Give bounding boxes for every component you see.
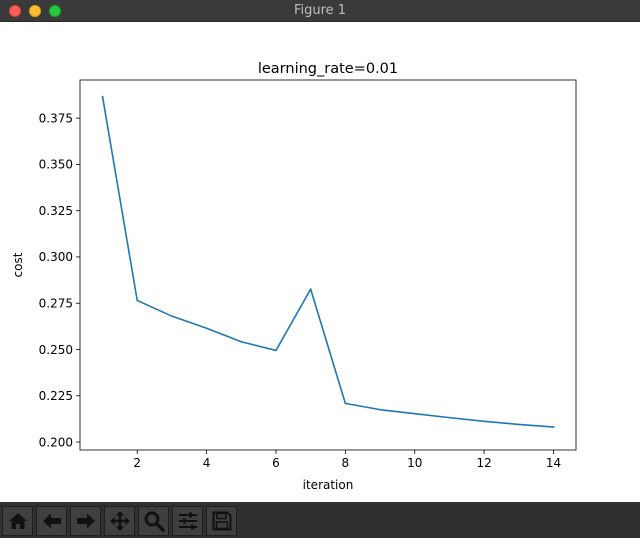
back-button[interactable] [36, 506, 67, 536]
window-titlebar: Figure 1 [0, 0, 640, 22]
zoom-button[interactable] [138, 506, 169, 536]
y-tick-label: 0.375 [39, 111, 73, 125]
y-tick-label: 0.300 [39, 250, 73, 264]
y-tick-label: 0.225 [39, 389, 73, 403]
y-axis-label: cost [11, 252, 25, 277]
x-axis-label: iteration [303, 478, 354, 492]
y-tick-label: 0.350 [39, 158, 73, 172]
x-tick-label: 12 [476, 456, 491, 470]
matplotlib-toolbar [0, 502, 640, 538]
window-title: Figure 1 [293, 3, 347, 18]
plot-area [80, 80, 576, 450]
figure-canvas: 2 4 6 8 10 12 14 0.200 0.225 0.250 0.275 0.300 0.325… [0, 22, 640, 502]
close-window-button[interactable] [9, 5, 21, 17]
pan-button[interactable] [104, 506, 135, 536]
line-chart: 2 4 6 8 10 12 14 0.200 0.225 0.250 0.275 0.300 0.325… [11, 61, 577, 492]
zoom-window-button[interactable] [49, 5, 61, 17]
forward-button[interactable] [70, 506, 101, 536]
y-tick-label: 0.250 [39, 343, 73, 357]
x-tick-label: 2 [133, 456, 141, 470]
save-floppy-icon [212, 511, 232, 531]
zoom-magnifier-icon [144, 511, 165, 532]
forward-arrow-icon [77, 513, 95, 529]
x-tick-label: 8 [342, 456, 350, 470]
home-icon [9, 513, 27, 529]
pan-move-icon [110, 511, 130, 531]
cost-series-line [101, 95, 555, 428]
configure-subplots-button[interactable] [172, 506, 203, 536]
home-button[interactable] [2, 506, 33, 536]
x-tick-label: 6 [272, 456, 280, 470]
x-tick-label: 10 [407, 456, 422, 470]
minimize-window-button[interactable] [29, 5, 41, 17]
x-tick-label: 14 [546, 456, 561, 470]
chart-title: learning_rate=0.01 [258, 61, 398, 77]
plot-frame [79, 79, 577, 451]
save-button[interactable] [206, 506, 237, 536]
y-tick-label: 0.325 [39, 204, 73, 218]
x-tick-label: 4 [203, 456, 211, 470]
back-arrow-icon [43, 513, 61, 529]
y-tick-label: 0.275 [39, 297, 73, 311]
subplots-sliders-icon [179, 512, 197, 530]
y-tick-label: 0.200 [39, 435, 73, 449]
